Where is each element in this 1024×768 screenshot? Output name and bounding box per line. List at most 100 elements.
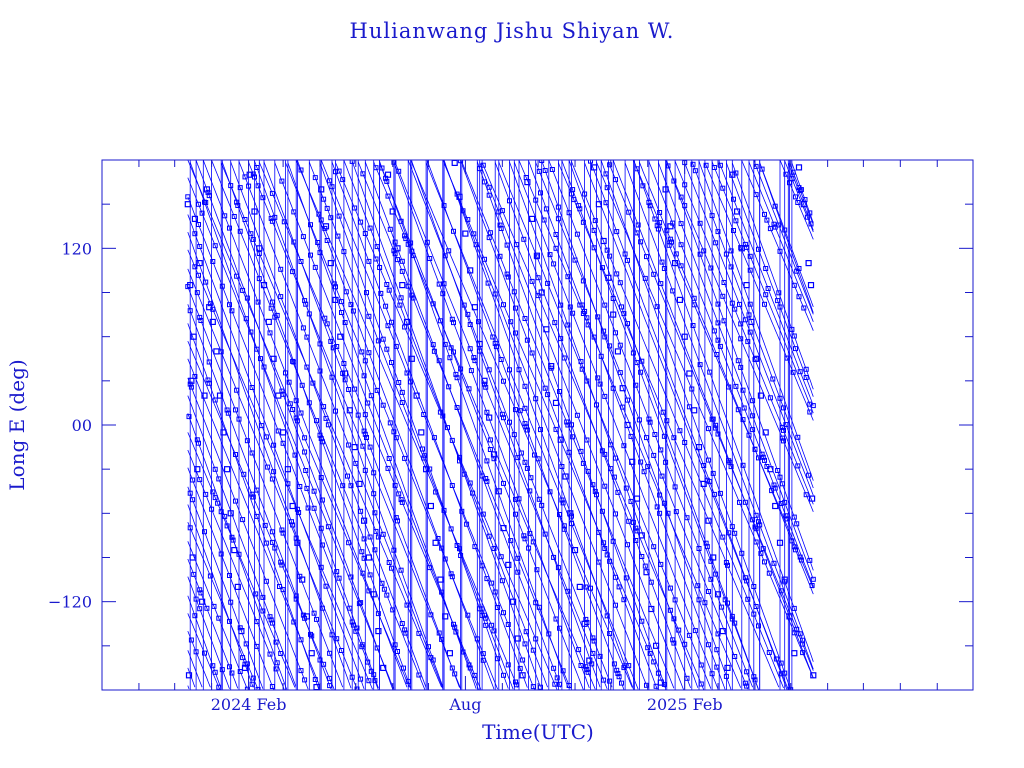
- data-point: [747, 267, 753, 273]
- data-point: [194, 290, 200, 296]
- drift-trace: [187, 630, 211, 688]
- data-point: [713, 240, 719, 246]
- data-point: [729, 300, 735, 306]
- data-point: [448, 526, 454, 532]
- data-point: [347, 605, 353, 611]
- data-point: [747, 301, 753, 307]
- data-point: [229, 534, 235, 540]
- data-point: [657, 510, 663, 516]
- data-point: [781, 405, 786, 411]
- data-point: [345, 473, 350, 479]
- data-point: [576, 647, 582, 653]
- data-point: [638, 459, 644, 465]
- data-point: [334, 344, 340, 349]
- drift-trace: [443, 160, 634, 690]
- data-point: [793, 346, 798, 352]
- data-point: [638, 369, 644, 375]
- data-point: [501, 480, 506, 486]
- data-point: [273, 666, 279, 672]
- data-point: [230, 537, 236, 543]
- data-point: [536, 168, 542, 174]
- drift-trace: [426, 160, 625, 690]
- data-point: [337, 333, 344, 340]
- data-point: [623, 575, 629, 581]
- drift-trace: [789, 162, 814, 225]
- data-point: [499, 578, 505, 584]
- data-point: [508, 538, 514, 544]
- data-point: [602, 451, 608, 457]
- drift-trace: [698, 160, 814, 481]
- data-point: [339, 299, 344, 305]
- data-point: [615, 671, 621, 676]
- data-point: [723, 251, 729, 257]
- data-point: [742, 575, 748, 581]
- data-point: [334, 636, 340, 642]
- data-point: [617, 280, 623, 286]
- data-point: [447, 355, 453, 361]
- drift-trace: [648, 161, 814, 587]
- drift-trace: [498, 161, 712, 689]
- data-point: [359, 549, 365, 555]
- data-point: [667, 236, 673, 242]
- data-point: [213, 348, 220, 355]
- data-point: [661, 266, 667, 271]
- data-point: [397, 302, 403, 308]
- data-point: [628, 498, 634, 504]
- data-point: [658, 281, 664, 287]
- data-point: [427, 565, 433, 571]
- data-point: [633, 525, 639, 531]
- data-point: [707, 369, 713, 375]
- data-point: [233, 452, 238, 457]
- data-point: [728, 264, 734, 270]
- data-point: [212, 466, 218, 472]
- data-point: [633, 538, 639, 543]
- data-point: [786, 613, 793, 620]
- data-point: [467, 480, 473, 486]
- drift-trace: [187, 160, 410, 688]
- data-point: [515, 455, 521, 461]
- data-point: [591, 638, 597, 644]
- data-point: [557, 389, 562, 394]
- data-point: [711, 491, 717, 497]
- data-point: [283, 370, 288, 376]
- data-point: [384, 171, 392, 178]
- data-point: [399, 499, 405, 505]
- data-point: [216, 392, 224, 399]
- data-point: [207, 573, 213, 579]
- data-point: [553, 245, 559, 251]
- data-point: [392, 251, 398, 257]
- data-point: [781, 576, 788, 583]
- data-point: [667, 585, 673, 591]
- data-point: [521, 236, 527, 242]
- data-point: [808, 495, 816, 502]
- drift-trace: [187, 340, 335, 690]
- data-point: [750, 398, 756, 404]
- data-point: [798, 187, 804, 193]
- data-point: [522, 316, 528, 321]
- data-point: [192, 613, 198, 619]
- data-point: [778, 660, 784, 666]
- data-point: [360, 443, 366, 449]
- data-point: [299, 382, 305, 388]
- data-point: [599, 508, 605, 514]
- data-point: [453, 371, 459, 377]
- data-point: [430, 342, 436, 348]
- data-point: [565, 274, 571, 280]
- data-point: [729, 524, 735, 530]
- data-point: [665, 163, 671, 169]
- data-point: [633, 382, 639, 388]
- data-point: [471, 231, 477, 237]
- data-point: [398, 567, 404, 573]
- data-point: [732, 306, 738, 312]
- drift-trace: [731, 162, 814, 390]
- data-point: [695, 444, 703, 451]
- data-point: [793, 194, 798, 200]
- data-point: [770, 376, 776, 382]
- data-point: [750, 427, 756, 433]
- data-point: [706, 426, 711, 432]
- data-point: [484, 576, 490, 582]
- data-point: [767, 395, 773, 401]
- data-point: [682, 641, 688, 647]
- data-point: [190, 477, 196, 483]
- data-point: [714, 591, 722, 598]
